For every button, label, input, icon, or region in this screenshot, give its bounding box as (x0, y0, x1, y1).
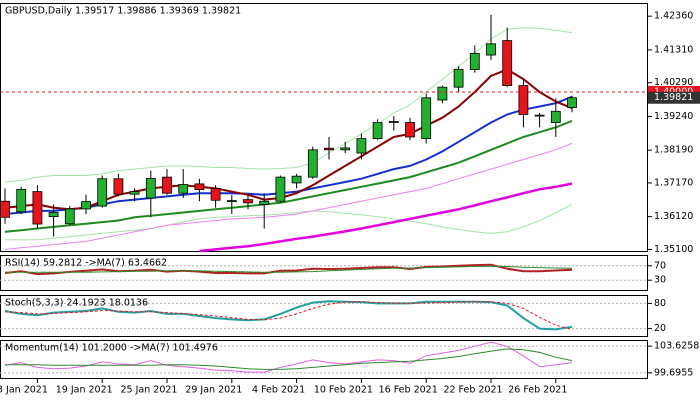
candle-body (518, 85, 529, 115)
candle-body (113, 178, 124, 195)
y-tick-label: 1.36120 (654, 211, 693, 222)
y-tick-label: 1.42360 (654, 11, 693, 22)
candle-body (372, 122, 383, 139)
last-price-box (648, 91, 700, 104)
panel-title: Stoch(5,3,3) 24.1923 18.0136 (5, 298, 148, 309)
candle-body (194, 183, 205, 191)
y-tick-label: 1.40290 (654, 77, 693, 88)
candle-body (0, 200, 10, 218)
candle-body (162, 176, 172, 194)
candle-body (97, 178, 108, 207)
candle-body (453, 69, 464, 88)
candle-body (275, 176, 286, 202)
y-tick-label: 80 (654, 298, 666, 309)
candle-body (145, 178, 156, 199)
candle-body (356, 138, 367, 154)
panel-frame (0, 295, 648, 337)
y-tick-label: 20 (654, 323, 666, 334)
line (4, 119, 573, 233)
line (4, 301, 573, 330)
line (4, 341, 573, 373)
candle-body (307, 149, 318, 178)
line (5, 265, 573, 273)
x-tick-label: 16 Feb 2021 (379, 385, 438, 396)
candle-body (81, 201, 91, 210)
x-tick-label: 26 Feb 2021 (508, 385, 567, 396)
candle-body (243, 199, 253, 204)
x-tick-label: 19 Jan 2021 (56, 385, 113, 396)
y-tick-label: 103.6258 (654, 341, 699, 352)
candle-body (340, 147, 351, 151)
panel-title: GBPUSD,Daily 1.39517 1.39886 1.39369 1.3… (5, 6, 241, 17)
line (199, 182, 573, 253)
panel-frame (0, 340, 648, 379)
candle-body (437, 86, 448, 101)
candle-body (502, 40, 513, 86)
x-tick-label: 29 Jan 2021 (185, 385, 242, 396)
y-tick-label: 1.39240 (654, 111, 693, 122)
panel-title: RSI(14) 59.2812 ->MA(7) 63.4662 (5, 258, 167, 269)
candle-body (226, 200, 237, 202)
candle-body (567, 97, 577, 108)
candle-body (405, 122, 415, 138)
line (4, 263, 573, 276)
y-tick-label: 1.35100 (654, 244, 693, 255)
candle-body (48, 212, 59, 218)
x-tick-label: 10 Feb 2021 (314, 385, 373, 396)
y-tick-label: 70 (654, 260, 666, 271)
candle-body (469, 53, 480, 70)
x-tick-label: 13 Jan 2021 (0, 385, 48, 396)
line (4, 142, 573, 250)
candle-body (388, 121, 399, 123)
line (5, 348, 573, 370)
candle-body (421, 97, 432, 139)
line (4, 27, 573, 183)
y-tick-label: 99.6955 (654, 367, 693, 378)
candle-body (210, 187, 221, 201)
panel-frame (0, 255, 648, 291)
candle-body (486, 43, 496, 56)
x-tick-label: 4 Feb 2021 (252, 385, 305, 396)
x-tick-label: 25 Jan 2021 (121, 385, 178, 396)
candle-body (291, 175, 302, 184)
panel-frame (0, 3, 648, 252)
last-price-label: 1.39821 (654, 92, 693, 103)
y-tick-label: 1.37170 (654, 177, 693, 188)
candle-body (324, 147, 334, 151)
candle-body (550, 110, 561, 123)
y-tick-label: 1.38190 (654, 145, 693, 156)
candle-body (64, 208, 75, 225)
panel-title: Momentum(14) 101.2000 ->MA(7) 101.4976 (5, 343, 218, 354)
candle-body (534, 114, 545, 117)
line (5, 203, 573, 241)
candle-body (32, 191, 43, 225)
candle-body (259, 200, 270, 205)
y-tick-label: 1.41310 (654, 44, 693, 55)
candle-body (178, 184, 189, 194)
y-tick-label: 30 (654, 275, 666, 286)
x-tick-label: 22 Feb 2021 (443, 385, 502, 396)
candle-body (16, 188, 27, 213)
candle-body (129, 191, 140, 195)
